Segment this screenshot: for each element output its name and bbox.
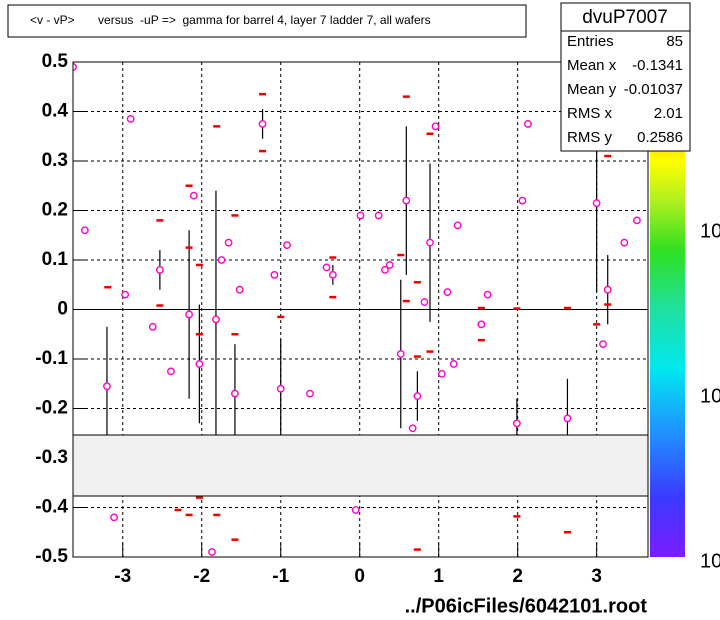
point: [258, 119, 267, 128]
y-tick-label: -0.4: [35, 497, 68, 518]
shaded-band: [72, 434, 649, 497]
stats-label: RMS y: [567, 129, 613, 146]
point: [185, 310, 194, 319]
title-box: [7, 4, 527, 38]
point: [420, 298, 429, 306]
stats-title: dvuP7007: [582, 7, 668, 28]
y-tick-label: 0.4: [42, 101, 69, 122]
point: [512, 419, 521, 428]
point: [167, 367, 175, 376]
point: [148, 322, 157, 331]
frame-border: [72, 61, 649, 558]
stats-label: Entries: [567, 33, 614, 50]
x-tick-label: 1: [433, 566, 444, 587]
footer: ../P06icFiles/6042101.root: [405, 595, 648, 617]
point: [453, 221, 462, 230]
point: [437, 369, 446, 378]
point: [592, 199, 601, 207]
point: [80, 226, 89, 235]
y-tick-label: 0: [57, 299, 68, 320]
point: [483, 290, 492, 299]
x-tick-label: 2: [512, 566, 523, 587]
point: [217, 256, 226, 264]
y-tick-label: -0.5: [35, 546, 68, 567]
chart-title: <v - vP> versus -uP => gamma for barrel …: [30, 13, 431, 27]
point: [155, 265, 164, 274]
point: [603, 285, 612, 294]
palette-label: 10: [700, 385, 720, 407]
stats-box: dvuP7007 Entries 85 Mean x -0.1341 Mean y -0.…: [560, 2, 691, 152]
point: [563, 414, 572, 423]
point: [231, 389, 239, 398]
point: [276, 384, 285, 393]
point: [110, 513, 118, 522]
stats-frame: [560, 2, 691, 152]
point: [524, 119, 532, 128]
point: [443, 288, 452, 297]
point: [518, 196, 527, 205]
point: [426, 238, 434, 247]
point: [385, 261, 394, 269]
x-tick-label: 3: [591, 566, 602, 587]
point: [396, 350, 405, 358]
point: [103, 382, 111, 391]
point: [402, 196, 411, 205]
point: [208, 548, 216, 556]
point: [306, 389, 314, 398]
point: [620, 238, 629, 247]
point: [121, 290, 130, 299]
point: [270, 270, 279, 279]
point: [381, 265, 389, 274]
stats-value: 0.2586: [637, 129, 683, 146]
y-tick-label: 0.5: [42, 51, 69, 72]
x-tick-label: 0: [354, 566, 365, 587]
point: [328, 270, 337, 279]
x-tick-label: -3: [114, 566, 131, 587]
x-tick-label: -2: [193, 566, 210, 587]
point: [195, 360, 204, 368]
point: [322, 263, 331, 272]
point: [189, 191, 198, 200]
palette-label: 10: [700, 220, 720, 242]
stats-label: Mean y: [567, 81, 617, 98]
stats-label: Mean x: [567, 57, 617, 74]
y-tick-label: -0.3: [35, 447, 68, 468]
point: [224, 238, 233, 247]
point: [374, 211, 383, 220]
palette-label: 10: [700, 550, 720, 572]
point: [235, 285, 244, 294]
point: [477, 320, 486, 329]
y-tick-label: 0.1: [42, 249, 69, 270]
x-tick-label: -1: [272, 566, 289, 587]
point: [431, 122, 440, 131]
stats-value: -0.01037: [624, 81, 683, 98]
point: [413, 392, 422, 401]
stats-value: 2.01: [654, 105, 683, 122]
stats-value: 85: [666, 33, 683, 50]
y-tick-label: 0.3: [42, 150, 68, 171]
stats-value: -0.1341: [632, 57, 683, 74]
point: [408, 424, 417, 433]
point: [283, 241, 291, 250]
point: [356, 211, 365, 220]
y-tick-label: 0.2: [42, 200, 68, 221]
y-tick-label: -0.1: [35, 348, 68, 369]
point: [633, 216, 641, 225]
y-tick-label: -0.2: [35, 398, 68, 419]
point: [212, 315, 220, 324]
point: [599, 340, 607, 349]
stats-label: RMS x: [567, 105, 613, 122]
point: [351, 506, 360, 514]
point: [449, 360, 458, 368]
point: [126, 115, 135, 123]
